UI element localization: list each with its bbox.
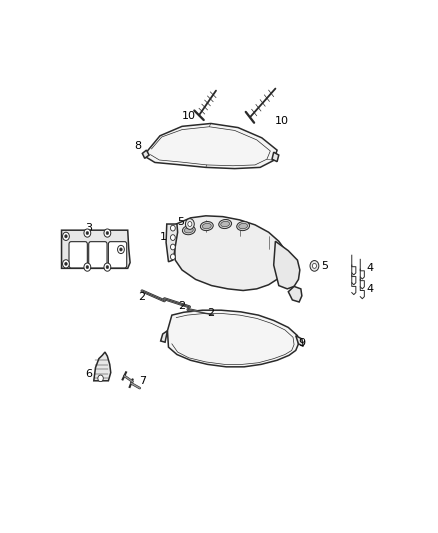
Circle shape [170,235,175,240]
Text: 6: 6 [85,369,92,379]
Polygon shape [167,310,298,367]
Text: 2: 2 [138,292,145,302]
Ellipse shape [184,228,193,233]
Circle shape [312,263,317,268]
Text: 4: 4 [367,284,374,294]
Circle shape [84,263,91,271]
FancyBboxPatch shape [108,241,127,268]
Text: 5: 5 [321,261,328,271]
Text: 10: 10 [275,116,289,126]
Polygon shape [61,230,130,268]
Ellipse shape [201,222,213,231]
Text: 2: 2 [178,301,186,311]
Circle shape [106,231,109,235]
FancyBboxPatch shape [69,241,87,268]
Text: 8: 8 [134,141,141,151]
Ellipse shape [202,223,211,229]
Circle shape [106,265,109,269]
Text: 10: 10 [182,111,196,122]
Text: 4: 4 [367,263,374,273]
Text: 7: 7 [139,376,147,386]
Polygon shape [272,152,279,161]
Polygon shape [94,352,111,381]
Polygon shape [161,330,167,342]
Circle shape [170,244,175,250]
Ellipse shape [237,222,250,231]
Ellipse shape [182,225,195,235]
Circle shape [104,229,111,237]
Ellipse shape [219,220,232,229]
Circle shape [170,225,175,231]
Text: 9: 9 [298,338,305,348]
Circle shape [170,254,175,260]
Circle shape [310,261,319,271]
Circle shape [104,263,111,271]
Text: 1: 1 [160,232,167,242]
Circle shape [86,231,88,235]
Circle shape [188,222,192,227]
Circle shape [64,262,67,265]
Circle shape [86,265,88,269]
Polygon shape [145,124,277,168]
Ellipse shape [239,223,247,229]
Circle shape [98,375,103,382]
Circle shape [120,248,122,251]
Circle shape [63,260,69,268]
Text: 2: 2 [207,308,215,318]
Polygon shape [296,336,303,346]
Polygon shape [288,286,302,302]
Text: 3: 3 [85,223,92,233]
Circle shape [64,235,67,238]
Circle shape [63,232,69,240]
Circle shape [84,229,91,237]
Text: 5: 5 [177,217,184,227]
Circle shape [185,219,194,229]
Polygon shape [142,150,149,158]
Circle shape [117,245,124,254]
Polygon shape [274,241,300,289]
Ellipse shape [221,221,230,227]
Polygon shape [166,224,178,262]
Polygon shape [174,216,288,290]
FancyBboxPatch shape [88,241,107,268]
